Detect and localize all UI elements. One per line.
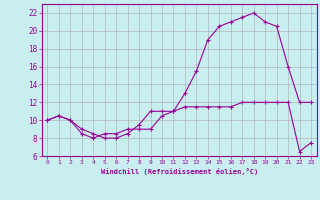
X-axis label: Windchill (Refroidissement éolien,°C): Windchill (Refroidissement éolien,°C) — [100, 168, 258, 175]
